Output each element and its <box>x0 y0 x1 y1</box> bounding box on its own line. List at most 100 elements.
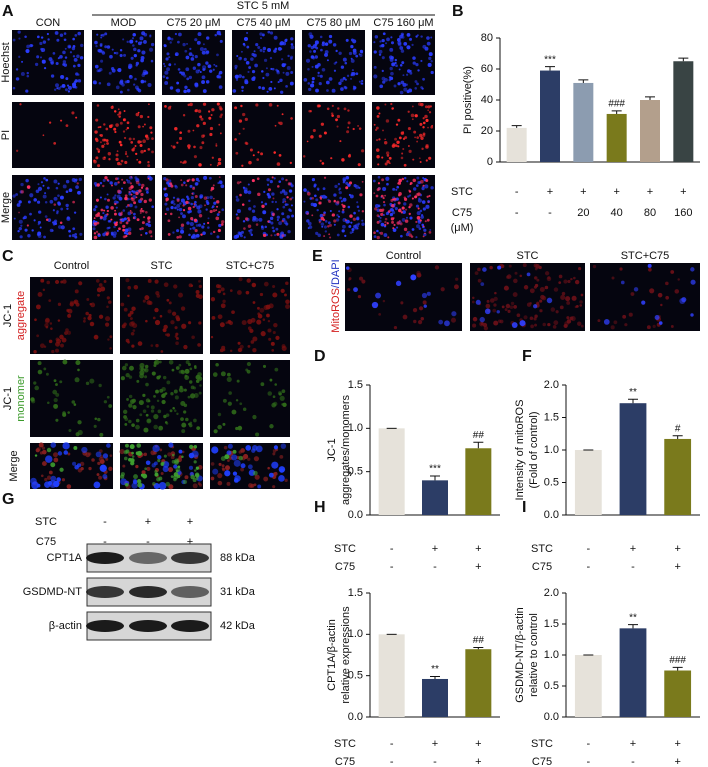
cell <box>139 212 142 215</box>
cell <box>235 213 238 216</box>
cell <box>319 213 324 218</box>
cell <box>284 203 288 206</box>
cell <box>378 138 381 141</box>
cell <box>355 185 359 189</box>
cell <box>67 44 72 49</box>
cell <box>147 279 152 283</box>
cell <box>426 195 429 198</box>
cell <box>215 144 218 147</box>
cell <box>415 236 418 239</box>
cell <box>392 228 397 233</box>
cell <box>122 209 126 212</box>
y-tick-label: 2.0 <box>544 587 559 599</box>
cell <box>155 291 160 296</box>
cell <box>96 473 100 476</box>
cell <box>29 43 33 48</box>
bar <box>606 113 627 162</box>
cell <box>649 288 655 294</box>
cell <box>313 49 317 53</box>
cell <box>273 177 276 180</box>
cell <box>151 371 156 376</box>
error-bar <box>678 57 689 62</box>
cell <box>48 57 53 61</box>
cell <box>267 391 273 396</box>
cell <box>182 479 188 485</box>
cell <box>409 216 413 220</box>
cell <box>74 377 80 383</box>
cell <box>100 208 104 212</box>
cell <box>129 182 133 185</box>
cell <box>18 55 21 58</box>
cell <box>138 400 144 406</box>
cell <box>382 187 387 192</box>
condition-value: 80 <box>644 207 656 219</box>
cell <box>95 451 102 458</box>
cell <box>401 152 404 155</box>
cell <box>103 143 106 146</box>
cell <box>157 454 162 460</box>
cell <box>131 455 135 458</box>
cell <box>166 181 170 185</box>
cell <box>326 89 329 92</box>
cell <box>141 470 146 475</box>
error-bar <box>473 647 484 650</box>
cell <box>239 402 243 406</box>
cell <box>212 209 216 213</box>
cell <box>270 67 273 71</box>
cell <box>339 78 344 83</box>
cell <box>276 70 280 75</box>
cell <box>162 375 167 380</box>
cell <box>134 145 137 148</box>
cell <box>153 414 159 420</box>
cell <box>158 482 167 490</box>
cell <box>256 306 260 310</box>
row-label: aggregate <box>15 291 27 341</box>
cell <box>347 288 351 292</box>
cell <box>417 69 420 72</box>
cell <box>128 403 133 408</box>
cell <box>665 281 669 286</box>
cell <box>68 429 72 433</box>
cell <box>202 134 206 137</box>
cell <box>415 35 418 38</box>
cell <box>137 140 141 144</box>
cell <box>217 289 222 294</box>
cell <box>197 109 202 113</box>
cell <box>357 124 360 127</box>
cell <box>335 118 338 122</box>
cell <box>361 279 366 284</box>
cell <box>43 177 46 180</box>
cell <box>415 220 418 224</box>
cell <box>341 158 345 162</box>
cell <box>77 468 83 473</box>
cell <box>217 228 221 232</box>
cell <box>222 299 226 304</box>
cell <box>690 279 696 285</box>
cell <box>104 45 108 49</box>
cell <box>318 82 322 86</box>
cell <box>178 449 183 454</box>
cell <box>349 194 354 199</box>
condition-value: + <box>580 186 586 198</box>
cell <box>384 223 387 227</box>
cell <box>128 231 132 235</box>
cell <box>533 263 538 268</box>
cell <box>164 105 167 108</box>
cell <box>186 77 190 81</box>
cell <box>180 417 184 422</box>
cell <box>160 462 164 467</box>
cell <box>116 200 119 204</box>
cell <box>361 82 364 85</box>
cell <box>252 336 258 342</box>
cell <box>430 60 433 63</box>
cell <box>40 47 43 51</box>
cell <box>384 138 387 141</box>
cell <box>137 482 143 488</box>
cell <box>408 194 412 197</box>
cell <box>97 148 101 152</box>
cell <box>218 70 223 75</box>
cell <box>178 216 180 219</box>
cell <box>218 123 221 126</box>
cell <box>251 70 256 74</box>
cell <box>379 40 382 43</box>
